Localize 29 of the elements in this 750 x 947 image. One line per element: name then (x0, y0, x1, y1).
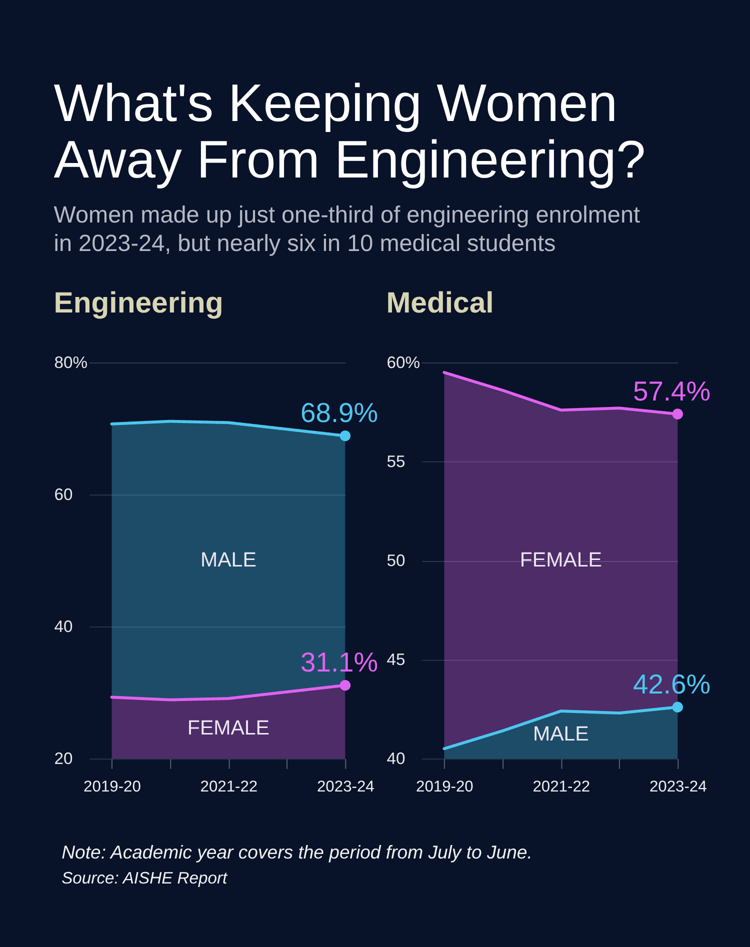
text: Note: Academic year covers the period from July to June. (62, 841, 532, 862)
data-label: 31.1% (300, 646, 378, 678)
y-tick-label: 40 (54, 616, 73, 636)
series-label: FEMALE (187, 716, 270, 740)
text: What's Keeping Women Away From Engineering? (54, 74, 646, 190)
y-tick-label: 40 (386, 748, 406, 768)
series-label: MALE (532, 722, 589, 746)
y-tick-label: 60% (386, 352, 420, 372)
y-tick-label: 55 (386, 452, 406, 471)
x-tick-label: 2021-22 (532, 778, 590, 796)
data-label: 42.6% (632, 668, 711, 700)
source-note: Source: AISHE Report (62, 868, 229, 888)
y-tick-label: 50 (386, 550, 406, 570)
x-tick-label: 2023-24 (316, 778, 375, 796)
x-tick-label: 2023-24 (649, 778, 708, 796)
series-label: FEMALE (520, 548, 602, 572)
y-tick-label: 45 (386, 650, 406, 669)
x-tick-label: 2019-20 (84, 778, 142, 796)
y-tick-label: 80% (54, 352, 88, 372)
y-tick-label: 20 (54, 748, 73, 768)
x-tick-label: 2019-20 (416, 778, 474, 796)
x-tick-label: 2021-22 (200, 778, 258, 796)
series-label: MALE (200, 548, 256, 572)
y-tick-label: 60 (54, 484, 73, 504)
chart-title: Engineering (54, 286, 224, 320)
data-label: 68.9% (300, 397, 378, 428)
chart-title: Medical (386, 286, 494, 320)
text: Women made up just one-third of engineering enrolment in 2023-24, but nearly six in 10 medical students (54, 202, 640, 256)
data-label: 57.4% (632, 375, 711, 406)
